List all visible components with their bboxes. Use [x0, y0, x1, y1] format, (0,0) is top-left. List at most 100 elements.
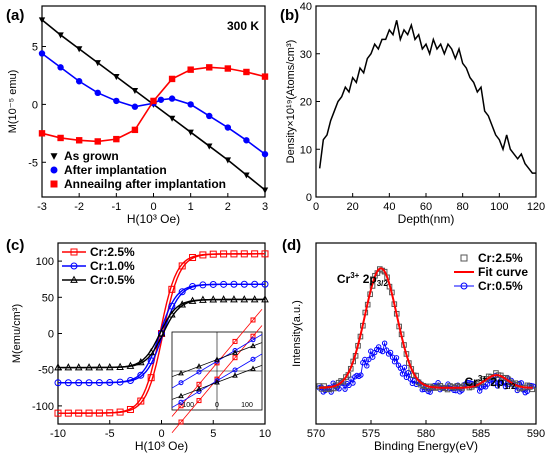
panel-label: (a) [6, 7, 24, 24]
data-point [187, 129, 194, 136]
legend-label: As grown [64, 149, 119, 163]
plot-frame [315, 5, 537, 198]
data-point [168, 302, 176, 310]
data-point [261, 150, 269, 158]
legend-label: Anneailng after implantation [64, 177, 226, 191]
x-axis-label: Binding Energy(eV) [374, 439, 478, 453]
data-point [75, 137, 83, 144]
data-point [168, 285, 176, 293]
peak-label: Cr3+ 2p1/2 [465, 374, 516, 391]
y-tick-label: 50 [42, 292, 54, 304]
data-point [370, 354, 376, 360]
data-point [64, 363, 73, 371]
peak-label: Cr3+ 2p3/2 [337, 271, 388, 288]
data-point [220, 280, 228, 288]
data-point [243, 68, 250, 76]
data-point [38, 50, 46, 57]
data-point [126, 376, 134, 384]
temperature-annotation: 300 K [227, 19, 259, 33]
inset-point [178, 399, 184, 405]
data-point [54, 363, 62, 371]
x-axis-label: Depth(nm) [398, 212, 455, 226]
inset-point [250, 365, 256, 371]
data-point [261, 295, 269, 303]
inset-point [232, 338, 238, 344]
data-point [220, 250, 228, 258]
legend-marker [50, 166, 58, 174]
data-point [75, 46, 83, 53]
data-point [57, 32, 64, 39]
data-point [358, 372, 364, 378]
depth-profile-line [318, 20, 536, 174]
legend-label: Cr:2.5% [478, 251, 523, 265]
x-tick-label: -10 [50, 428, 66, 440]
inset-point [214, 379, 220, 385]
data-point [230, 280, 238, 288]
data-point [147, 357, 155, 365]
x-axis-label: H(10³ Oe) [135, 439, 188, 453]
data-point [38, 130, 46, 137]
data-point [250, 295, 259, 303]
y-axis-label: M(emu/cm³) [11, 304, 23, 363]
inset-point [196, 363, 202, 369]
data-point [206, 112, 213, 120]
inset-tick-label: -100 [180, 402, 194, 409]
data-point [64, 379, 72, 387]
x-tick-label: 570 [307, 428, 325, 440]
y-tick-label: 40 [300, 1, 312, 13]
legend-marker [50, 153, 58, 160]
data-point [405, 369, 412, 376]
data-point [261, 73, 269, 80]
y-tick-label: 100 [36, 256, 54, 268]
data-point [113, 74, 120, 81]
x-tick-label: 590 [527, 428, 545, 440]
data-point [178, 300, 187, 308]
data-point [137, 397, 145, 405]
data-point [342, 386, 348, 392]
data-point [106, 409, 114, 417]
data-point [168, 95, 176, 102]
data-point [188, 296, 197, 304]
y-tick-label: 5 [32, 42, 38, 54]
legend-label: Cr:0.5% [478, 279, 523, 293]
data-point [116, 408, 124, 416]
data-point [187, 101, 194, 108]
data-point [187, 66, 194, 73]
data-point [131, 103, 139, 110]
data-point [38, 17, 46, 24]
data-point [399, 371, 406, 377]
data-point [113, 135, 120, 143]
inset-tick-label: 100 [241, 402, 253, 409]
data-point [150, 97, 157, 105]
panel-label: (b) [280, 7, 299, 24]
inset-loop-line [171, 342, 263, 378]
x-tick-label: 2 [225, 201, 231, 213]
data-point [490, 380, 497, 387]
inset-point [178, 370, 184, 376]
y-tick-label: 0 [48, 329, 54, 341]
data-point [178, 262, 186, 270]
data-point [364, 363, 370, 369]
x-tick-label: 585 [472, 428, 490, 440]
data-point [106, 379, 114, 387]
y-tick-label: 20 [300, 97, 312, 109]
x-tick-label: 100 [490, 201, 508, 213]
legend-label: Cr:1.0% [90, 259, 135, 273]
y-axis-label: M(10⁻⁵ emu) [7, 70, 19, 134]
data-point [57, 64, 64, 71]
data-point [381, 340, 388, 346]
inset-point [250, 356, 256, 362]
inset-point [250, 337, 256, 343]
legend-label: After implantation [64, 163, 167, 177]
data-point [116, 362, 124, 370]
data-point [189, 254, 197, 262]
data-point [168, 75, 176, 83]
legend-marker [70, 248, 78, 256]
x-axis-label: H(10³ Oe) [127, 212, 180, 226]
data-point [230, 295, 238, 303]
x-tick-label: 3 [262, 201, 268, 213]
x-tick-label: 5 [210, 428, 216, 440]
data-point [147, 374, 155, 382]
data-point [199, 251, 207, 259]
